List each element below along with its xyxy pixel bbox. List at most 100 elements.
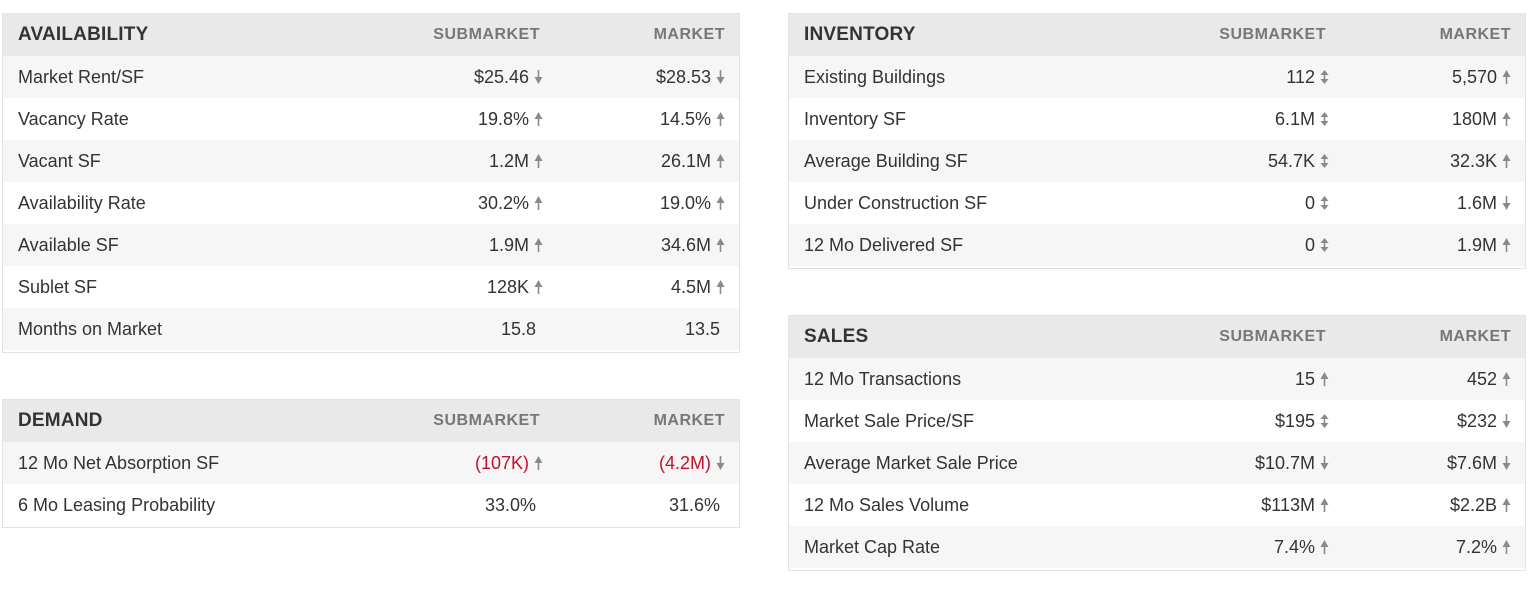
market-value: 7.2% [1456,537,1511,558]
value-text: 180M [1451,108,1497,129]
arrow-up-icon [716,280,725,294]
market-column-header: MARKET [1439,328,1511,345]
submarket-value: 0 [1305,235,1329,256]
submarket-value: 7.4% [1274,537,1329,558]
market-value: (4.2M) [659,453,725,474]
market-value: $7.6M [1447,453,1511,474]
arrow-down-icon [1320,456,1329,470]
arrow-down-icon [1502,414,1511,428]
value-text: 26.1M [660,150,711,171]
row-label: Months on Market [18,318,163,339]
row-label: Sublet SF [18,276,98,297]
row-label: 12 Mo Sales Volume [804,494,970,515]
value-text: 112 [1286,66,1315,87]
arrow-updown-icon [1320,238,1329,252]
arrow-down-icon [1502,196,1511,210]
demand-panel: DEMAND SUBMARKET MARKET 12 Mo Net Absorptio… [2,399,740,528]
market-value: 32.3K [1450,151,1511,172]
row-label: Inventory SF [804,108,907,129]
submarket-value: (107K) [475,453,543,474]
market-value: 5,570 [1452,67,1511,88]
market-value: 31.6% [669,495,720,516]
submarket-value: 112 [1286,67,1329,88]
table-row: Market Rent/SF $25.46 $28.53 [3,56,739,98]
value-text: 19.8% [477,108,529,129]
availability-title: AVAILABILITY [18,24,149,45]
value-text: 452 [1466,368,1497,389]
value-text: $195 [1274,410,1315,431]
arrow-down-icon [1502,456,1511,470]
value-text: 13.5 [684,318,720,339]
submarket-value: 1.9M [489,235,543,256]
inventory-panel: INVENTORY SUBMARKET MARKET Existing Buildin… [788,13,1526,269]
submarket-value: 15.8 [501,319,536,340]
arrow-updown-icon [1320,154,1329,168]
market-value: 4.5M [671,277,725,298]
value-text: 7.2% [1455,536,1497,557]
arrow-up-icon [534,280,543,294]
table-row: Average Building SF 54.7K 32.3K [789,140,1525,182]
submarket-value: 128K [487,277,543,298]
table-row: Inventory SF 6.1M 180M [789,98,1525,140]
table-row: Market Sale Price/SF $195 $232 [789,400,1525,442]
market-value: 13.5 [685,319,720,340]
value-text: 54.7K [1267,150,1315,171]
arrow-up-icon [1502,70,1511,84]
submarket-value: 1.2M [489,151,543,172]
table-row: Available SF 1.9M 34.6M [3,224,739,266]
submarket-value: $25.46 [474,67,543,88]
value-text: (4.2M) [658,452,711,473]
arrow-down-icon [716,70,725,84]
table-row: Existing Buildings 112 5,570 [789,56,1525,98]
sales-title: SALES [804,326,869,347]
demand-header-row: DEMAND SUBMARKET MARKET [3,400,739,442]
submarket-column-header: SUBMARKET [1219,328,1326,345]
table-row: 12 Mo Sales Volume $113M $2.2B [789,484,1525,526]
row-label: Available SF [18,234,119,255]
value-text: 1.6M [1456,192,1497,213]
sales-header-row: SALES SUBMARKET MARKET [789,316,1525,358]
arrow-up-icon [1502,372,1511,386]
submarket-value: 33.0% [485,495,536,516]
arrow-up-icon [716,196,725,210]
market-value: $232 [1457,411,1511,432]
value-text: $113M [1261,494,1315,515]
submarket-column-header: SUBMARKET [1219,26,1326,43]
row-label: Market Cap Rate [804,536,941,557]
arrow-down-icon [716,456,725,470]
submarket-value: $113M [1261,495,1329,516]
market-value: 1.6M [1457,193,1511,214]
table-row: Sublet SF 128K 4.5M [3,266,739,308]
arrow-up-icon [1320,498,1329,512]
arrow-up-icon [1502,112,1511,126]
table-row: Months on Market 15.8 13.5 [3,308,739,350]
arrow-up-icon [534,154,543,168]
value-text: 1.2M [488,150,529,171]
market-column-header: MARKET [1439,26,1511,43]
arrow-up-icon [1320,540,1329,554]
table-row: Under Construction SF 0 1.6M [789,182,1525,224]
table-row: 12 Mo Transactions 15 452 [789,358,1525,400]
arrow-up-icon [1502,540,1511,554]
value-text: 15 [1294,368,1315,389]
value-text: 0 [1304,234,1315,255]
market-value: $28.53 [656,67,725,88]
arrow-updown-icon [1320,112,1329,126]
value-text: $232 [1456,410,1497,431]
submarket-value: 15 [1295,369,1329,390]
value-text: 31.6% [668,494,720,515]
arrow-up-icon [534,456,543,470]
table-row: Vacancy Rate 19.8% 14.5% [3,98,739,140]
value-text: $28.53 [655,66,711,87]
arrow-up-icon [1502,238,1511,252]
table-row: 6 Mo Leasing Probability 33.0% 31.6% [3,484,739,526]
value-text: 5,570 [1451,66,1497,87]
market-value: 14.5% [660,109,725,130]
arrow-up-icon [534,196,543,210]
table-row: 12 Mo Delivered SF 0 1.9M [789,224,1525,266]
sales-panel: SALES SUBMARKET MARKET 12 Mo Transactions 15… [788,315,1526,571]
arrow-up-icon [534,238,543,252]
table-row: 12 Mo Net Absorption SF (107K) (4.2M) [3,442,739,484]
value-text: 6.1M [1274,108,1315,129]
demand-title: DEMAND [18,410,103,431]
